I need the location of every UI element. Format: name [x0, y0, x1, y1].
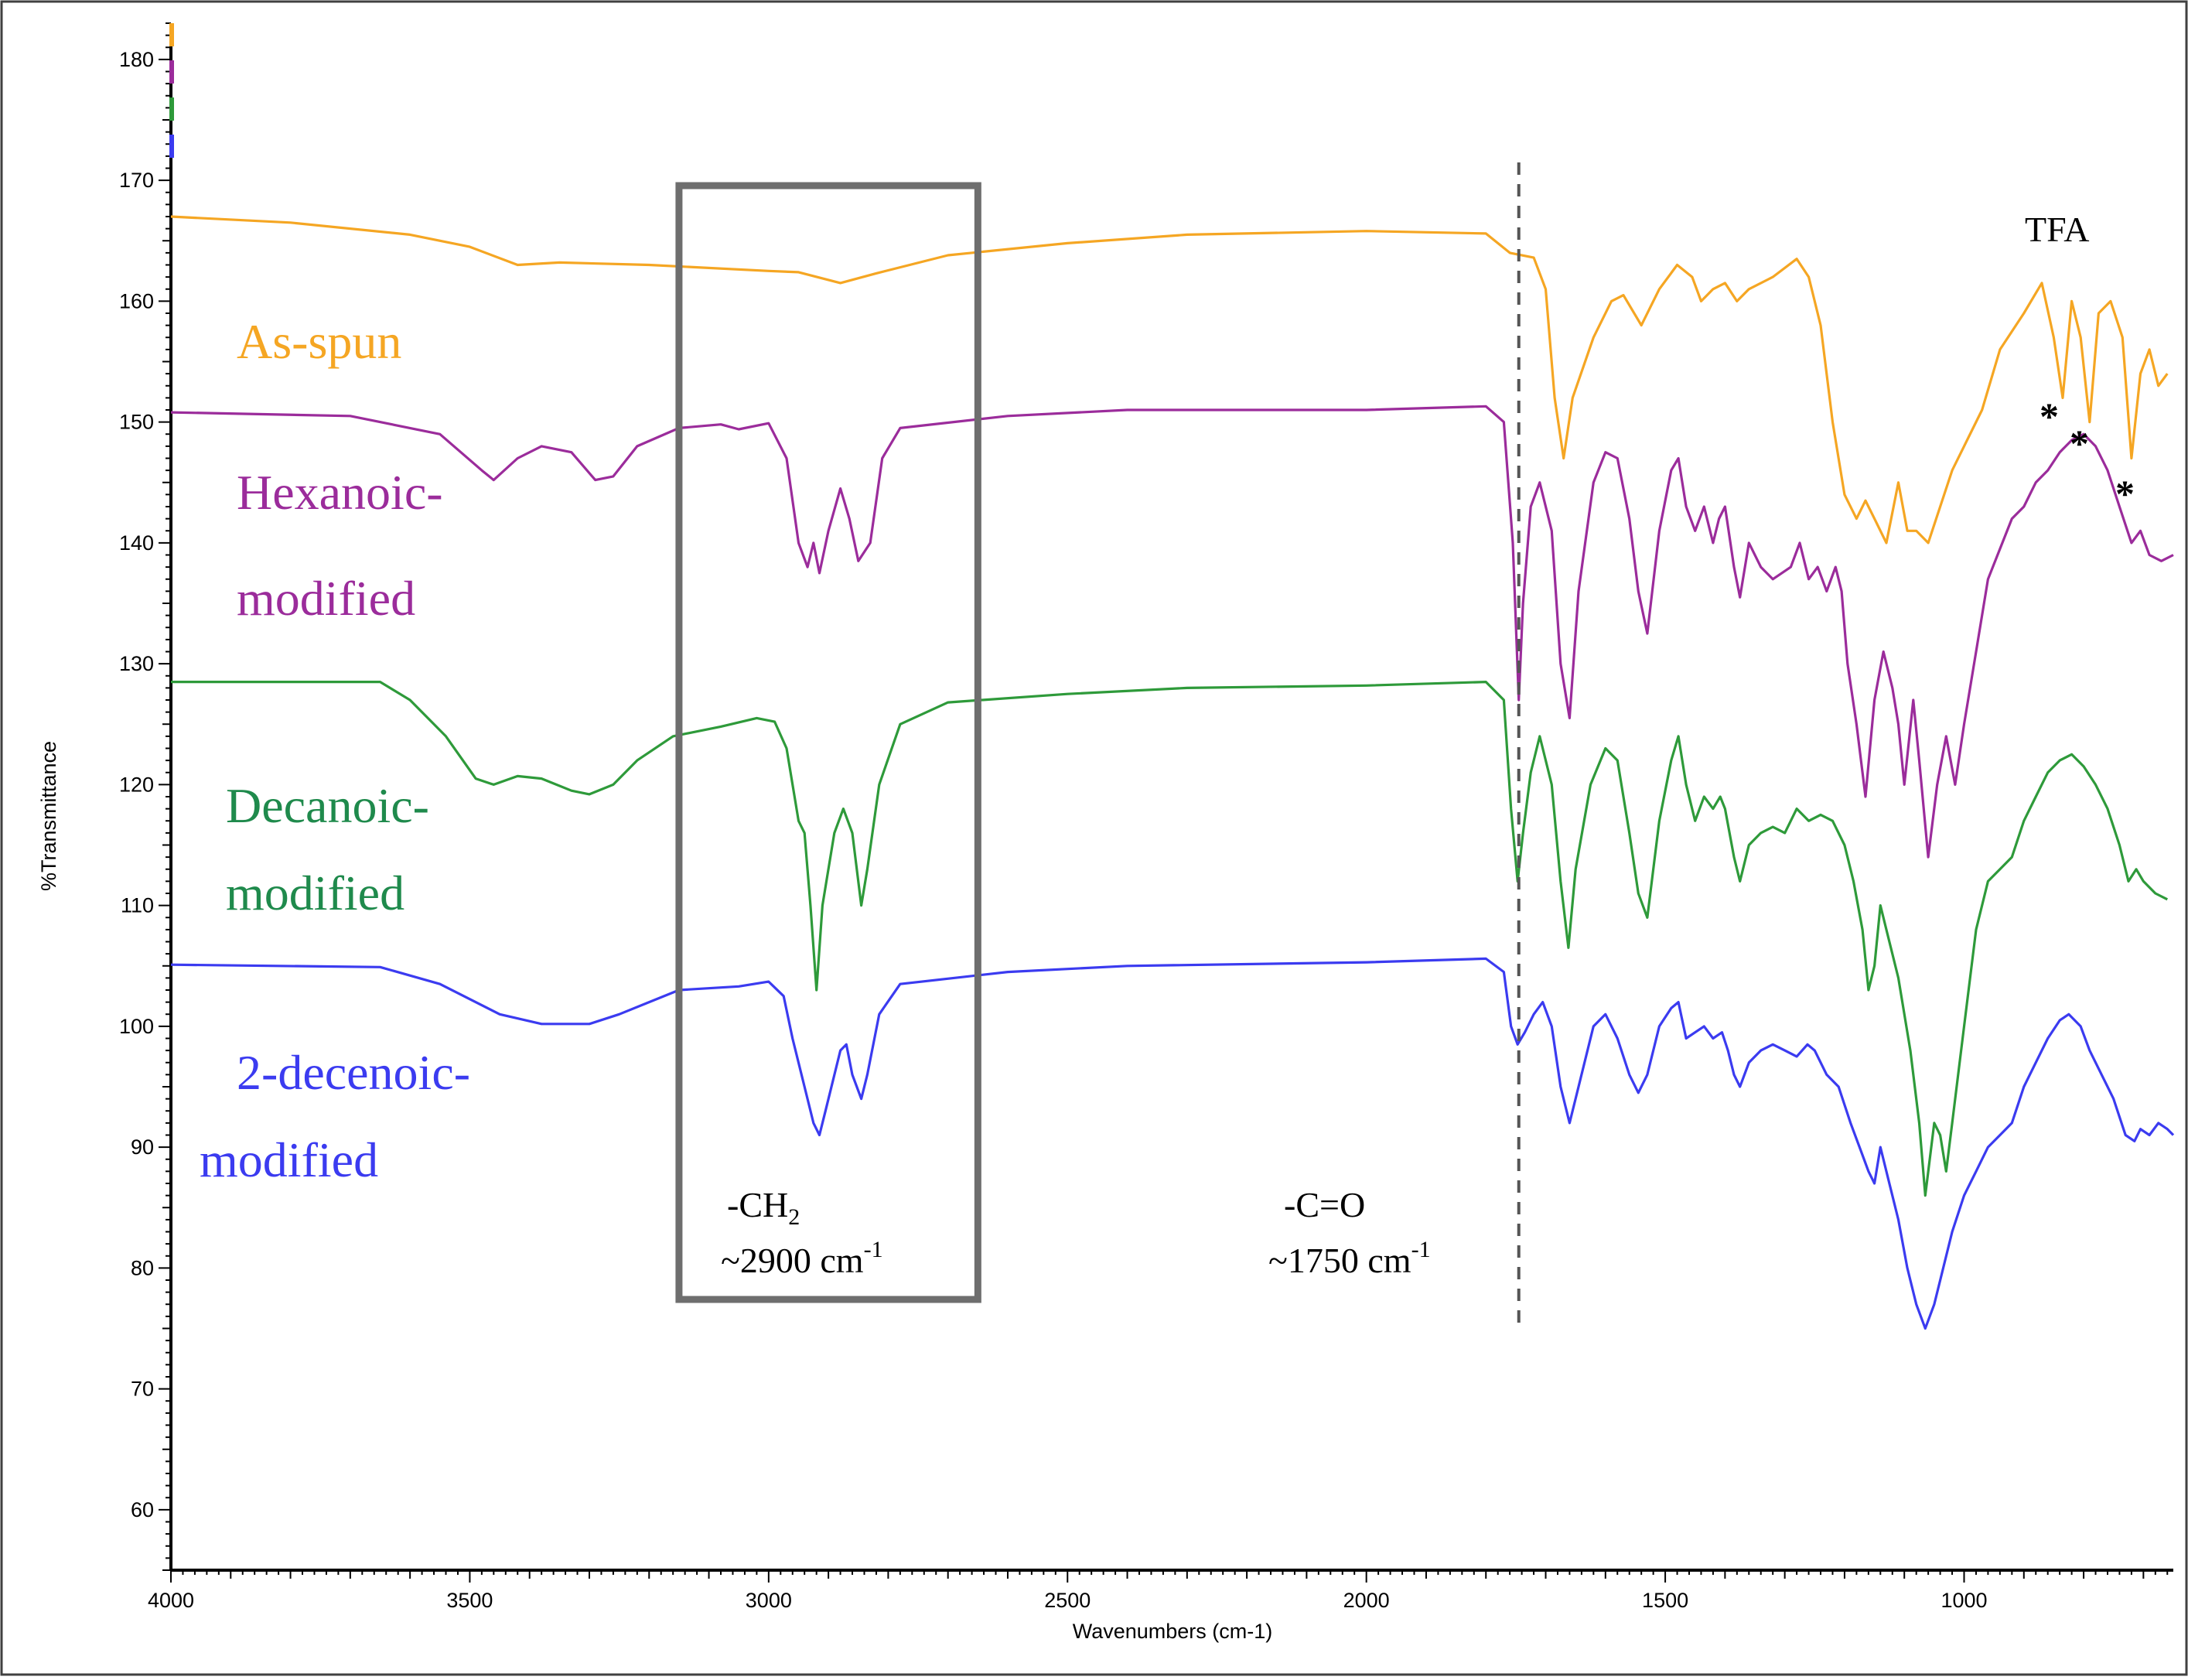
- annotation-co-line2: ~1750 cm-1: [1268, 1237, 1431, 1280]
- tfa-asterisk-2: *: [2070, 422, 2089, 465]
- series-marker-hexanoic-modified: [169, 60, 174, 84]
- tfa-asterisk-1: *: [2040, 394, 2059, 438]
- label-hexanoic-line2: modified: [237, 571, 415, 626]
- y-tick-label: 150: [119, 411, 154, 434]
- label-hexanoic-line1: Hexanoic-: [237, 465, 443, 520]
- y-tick-label: 60: [131, 1498, 154, 1521]
- y-tick-label: 170: [119, 169, 154, 192]
- annotation-co-line1: -C=O: [1284, 1185, 1365, 1224]
- y-tick-label: 110: [121, 894, 154, 917]
- series-marker-decanoic-modified: [169, 97, 174, 121]
- y-tick-label: 140: [119, 531, 154, 555]
- y-tick-label: 180: [119, 48, 154, 71]
- series-line-decanoic-modified: [171, 681, 2169, 1197]
- x-tick-label: 1500: [1642, 1589, 1688, 1612]
- annotation-ch2-line1: -CH2: [727, 1185, 800, 1230]
- y-tick-label: 70: [131, 1378, 154, 1401]
- series-group: [169, 23, 2175, 1330]
- y-tick-label: 120: [119, 773, 154, 796]
- x-tick-label: 3000: [746, 1589, 792, 1612]
- annotation-co-wavenumber: ~1750 cm: [1268, 1241, 1411, 1280]
- series-label-2-decenoic: 2-decenoic- modified: [200, 1045, 470, 1187]
- label-2-decenoic-line2: modified: [200, 1132, 378, 1187]
- annotation-ch2-subscript: 2: [788, 1204, 800, 1230]
- annotation-tfa: TFA: [2025, 210, 2090, 249]
- annotation-ch2-text: -CH: [727, 1185, 788, 1224]
- annotations-group: [675, 162, 1521, 1323]
- y-tick-label: 90: [131, 1135, 154, 1159]
- x-tick-label: 2000: [1343, 1589, 1390, 1612]
- ch2-highlight-box: [675, 182, 981, 1303]
- y-tick-label: 80: [131, 1256, 154, 1279]
- series-label-decanoic: Decanoic- modified: [226, 778, 429, 920]
- axes-group: 60 70 80 90 100 110 120 130 140 150 160 170 180 4000 3…: [119, 22, 2173, 1612]
- series-marker-2-decenoic-modified: [169, 135, 174, 158]
- y-tick-label: 100: [119, 1015, 154, 1038]
- annotation-co-superscript: -1: [1411, 1237, 1431, 1262]
- x-tick-label: 2500: [1044, 1589, 1091, 1612]
- annotation-ch2-superscript: -1: [864, 1237, 883, 1262]
- label-decanoic-line2: modified: [226, 866, 404, 920]
- series-line-2-decenoic-modified: [170, 957, 2175, 1330]
- label-2-decenoic-line1: 2-decenoic-: [237, 1045, 470, 1100]
- x-tick-label: 3500: [446, 1589, 493, 1612]
- x-tick-label: 4000: [148, 1589, 194, 1612]
- series-line-as-spun: [170, 215, 2169, 545]
- x-axis-title: Wavenumbers (cm-1): [1073, 1620, 1273, 1643]
- series-label-as-spun: As-spun: [237, 314, 401, 369]
- series-marker-as-spun: [169, 23, 174, 46]
- series-line-hexanoic-modified: [170, 405, 2174, 859]
- label-as-spun: As-spun: [237, 314, 401, 369]
- series-label-hexanoic: Hexanoic- modified: [237, 465, 443, 626]
- label-decanoic-line1: Decanoic-: [226, 778, 429, 833]
- tfa-asterisk-3: *: [2115, 472, 2135, 515]
- y-axis-title: %Transmittance: [37, 741, 60, 891]
- y-tick-label: 160: [119, 289, 154, 312]
- annotation-ch2-wavenumber: ~2900 cm: [721, 1241, 864, 1280]
- y-tick-label: 130: [119, 652, 154, 675]
- annotation-ch2-line2: ~2900 cm-1: [721, 1237, 883, 1280]
- x-tick-label: 1000: [1941, 1589, 1987, 1612]
